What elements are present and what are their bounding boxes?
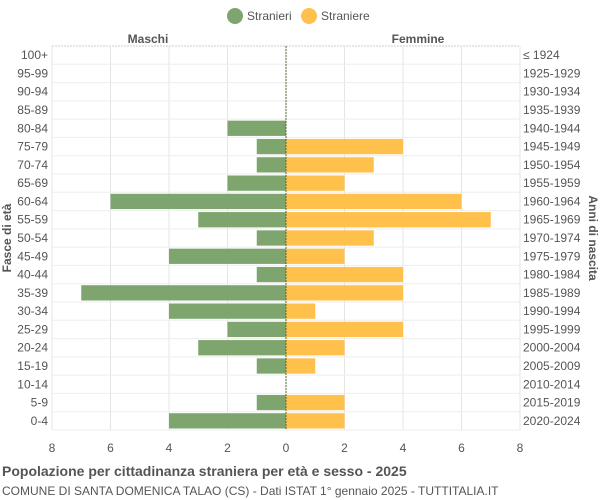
x-tick-label: 2 <box>224 441 231 455</box>
bar-female <box>286 285 403 301</box>
x-tick-label: 8 <box>517 441 524 455</box>
bar-female <box>286 248 345 264</box>
age-label: 100+ <box>21 48 48 62</box>
bar-male <box>198 340 286 356</box>
bar-male <box>169 413 286 429</box>
bar-female <box>286 413 345 429</box>
bar-male <box>169 248 286 264</box>
birth-year-label: 1935-1939 <box>523 103 581 117</box>
birth-year-label: 1975-1979 <box>523 249 581 263</box>
bar-male <box>256 157 286 173</box>
bar-male <box>81 285 286 301</box>
age-label: 25-29 <box>17 322 48 336</box>
age-label: 40-44 <box>17 268 48 282</box>
age-label: 55-59 <box>17 213 48 227</box>
birth-year-label: ≤ 1924 <box>523 48 560 62</box>
age-label: 20-24 <box>17 341 48 355</box>
birth-year-label: 1955-1959 <box>523 176 581 190</box>
birth-year-label: 1970-1974 <box>523 231 581 245</box>
birth-year-label: 2005-2009 <box>523 359 581 373</box>
birth-year-label: 1995-1999 <box>523 322 581 336</box>
legend-swatch-female <box>301 8 317 24</box>
pyramid-chart: 8 6 4 2 0 2 4 6 8 100+ ≤ 1924 95-99 1925-1929 90-94 19… <box>0 8 600 455</box>
age-label: 45-49 <box>17 249 48 263</box>
bar-male <box>227 321 286 338</box>
x-tick-label: 2 <box>341 441 348 455</box>
bar-male <box>169 303 286 319</box>
birth-year-label: 2010-2014 <box>523 377 581 391</box>
birth-year-label: 1925-1929 <box>523 66 581 80</box>
age-label: 60-64 <box>17 194 48 208</box>
bar-female <box>286 340 345 356</box>
chart-subtitle: COMUNE DI SANTA DOMENICA TALAO (CS) - Da… <box>2 484 499 498</box>
x-tick-label: 4 <box>400 441 407 455</box>
bar-female <box>286 157 374 173</box>
birth-year-label: 1990-1994 <box>523 304 581 318</box>
x-tick-label: 4 <box>166 441 173 455</box>
bar-female <box>286 212 491 228</box>
age-label: 30-34 <box>17 304 48 318</box>
birth-year-label: 1985-1989 <box>523 286 581 300</box>
x-tick-label: 6 <box>458 441 465 455</box>
birth-year-label: 1940-1944 <box>523 121 581 135</box>
age-label: 0-4 <box>31 414 49 428</box>
age-label: 75-79 <box>17 140 48 154</box>
chart-title: Popolazione per cittadinanza straniera p… <box>2 463 407 479</box>
bar-female <box>286 358 316 374</box>
birth-year-label: 2015-2019 <box>523 396 581 410</box>
bar-male <box>227 175 286 191</box>
legend-swatch-male <box>227 8 243 24</box>
birth-year-label: 1980-1984 <box>523 268 581 282</box>
age-label: 5-9 <box>31 396 49 410</box>
bar-female <box>286 394 345 411</box>
bar-female <box>286 175 345 191</box>
age-label: 10-14 <box>17 377 48 391</box>
birth-year-label: 1960-1964 <box>523 194 581 208</box>
birth-year-label: 1965-1969 <box>523 213 581 227</box>
birth-year-label: 1945-1949 <box>523 140 581 154</box>
y-axis-label-right: Anni di nascita <box>586 195 600 281</box>
age-label: 90-94 <box>17 85 48 99</box>
age-label: 70-74 <box>17 158 48 172</box>
bar-female <box>286 193 462 210</box>
age-label: 95-99 <box>17 66 48 80</box>
bar-male <box>256 358 286 374</box>
right-header: Femmine <box>392 32 445 46</box>
legend-label-male: Stranieri <box>247 9 292 23</box>
x-tick-label: 6 <box>107 441 114 455</box>
bar-male <box>256 230 286 246</box>
bar-female <box>286 266 403 283</box>
y-axis-label: Fasce di età <box>0 203 14 272</box>
age-label: 15-19 <box>17 359 48 373</box>
age-label: 50-54 <box>17 231 48 245</box>
bar-male <box>256 138 286 155</box>
age-label: 65-69 <box>17 176 48 190</box>
legend-label-female: Straniere <box>321 9 370 23</box>
x-tick-label: 0 <box>283 441 290 455</box>
bar-female <box>286 138 403 155</box>
bar-male <box>110 193 286 210</box>
age-label: 35-39 <box>17 286 48 300</box>
age-label: 80-84 <box>17 121 48 135</box>
left-header: Maschi <box>128 32 169 46</box>
bar-male <box>227 120 286 136</box>
bar-male <box>256 266 286 283</box>
bar-male <box>198 212 286 228</box>
bar-female <box>286 230 374 246</box>
bar-female <box>286 303 316 319</box>
birth-year-label: 1950-1954 <box>523 158 581 172</box>
age-label: 85-89 <box>17 103 48 117</box>
bar-male <box>256 394 286 411</box>
x-tick-label: 8 <box>49 441 56 455</box>
birth-year-label: 1930-1934 <box>523 85 581 99</box>
bar-female <box>286 321 403 338</box>
birth-year-label: 2000-2004 <box>523 341 581 355</box>
birth-year-label: 2020-2024 <box>523 414 581 428</box>
